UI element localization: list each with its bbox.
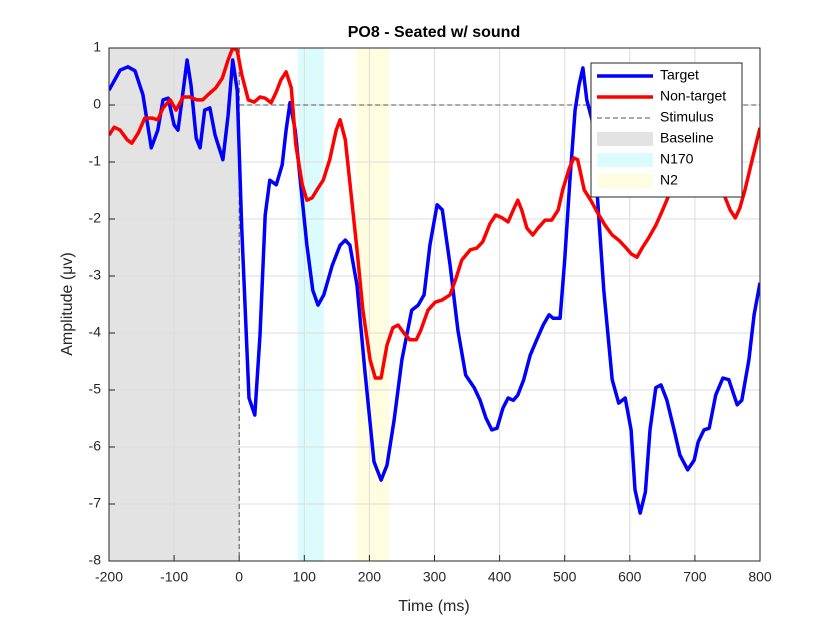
x-tick-label: 500 [553, 569, 577, 585]
x-tick-label: 100 [293, 569, 317, 585]
y-tick-label: -5 [89, 381, 102, 397]
y-tick-label: -6 [89, 438, 102, 454]
legend-label: N170 [660, 151, 694, 167]
y-tick-label: -7 [89, 495, 102, 511]
y-tick-label: -4 [89, 324, 102, 340]
legend-label: Stimulus [660, 109, 714, 125]
x-tick-label: 300 [423, 569, 447, 585]
x-tick-label: 700 [683, 569, 707, 585]
legend-swatch [597, 132, 653, 146]
legend-swatch [597, 153, 653, 167]
legend-label: Target [660, 67, 699, 83]
axes-frame [108, 47, 761, 562]
y-tick-label: -3 [89, 267, 102, 283]
legend-label: Baseline [660, 130, 714, 146]
chart-title: PO8 - Seated w/ sound [348, 24, 520, 41]
x-tick-label: -100 [160, 569, 188, 585]
x-axis-label: Time (ms) [398, 598, 469, 615]
y-tick-label: -1 [89, 153, 102, 169]
y-tick-label: 0 [93, 96, 101, 112]
y-tick-label: -8 [89, 552, 102, 568]
y-tick-label: -2 [89, 210, 102, 226]
x-tick-label: 600 [618, 569, 642, 585]
series-line [109, 58, 760, 515]
legend-swatch [597, 174, 653, 188]
x-tick-label: -200 [95, 569, 123, 585]
x-tick-label: 800 [748, 569, 772, 585]
x-tick-label: 400 [488, 569, 512, 585]
y-tick-label: 1 [93, 39, 101, 55]
x-tick-label: 200 [358, 569, 382, 585]
series-line [109, 48, 760, 380]
y-axis-label: Amplitude (μv) [59, 252, 76, 355]
legend-label: N2 [660, 172, 678, 188]
legend-label: Non-target [660, 88, 726, 104]
x-tick-label: 0 [235, 569, 243, 585]
